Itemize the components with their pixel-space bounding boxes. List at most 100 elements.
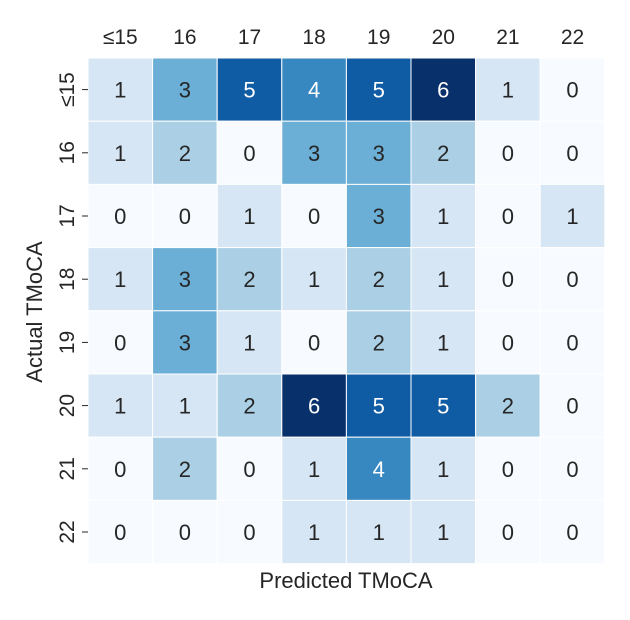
cell-value-r0-c1: 3 <box>179 78 191 103</box>
cell-value-r2-c6: 0 <box>502 204 514 229</box>
heatmap-cell-r6-c7 <box>539 436 606 501</box>
y-tick-label-0: ≤15 <box>56 72 79 107</box>
cell-value-r2-c4: 3 <box>373 204 385 229</box>
heatmap-cell-r1-c1 <box>152 120 218 185</box>
heatmap-cell-r2-c5 <box>410 183 477 249</box>
heatmap-cell-r3-c6 <box>475 247 541 312</box>
x-tick-label-0: ≤15 <box>103 26 138 49</box>
heatmap-cell-r4-c5 <box>410 310 477 375</box>
cell-value-r0-c5: 6 <box>437 78 449 103</box>
y-tick-label-1: 16 <box>56 141 79 164</box>
x-axis-label: Predicted TMoCA <box>259 568 433 593</box>
cell-value-r6-c6: 0 <box>502 457 514 482</box>
cell-value-r1-c0: 1 <box>114 141 126 166</box>
y-tick-label-4: 19 <box>56 331 79 354</box>
heatmap-cell-r3-c4 <box>345 247 412 312</box>
x-tick-label-7: 22 <box>561 26 584 49</box>
cell-value-r5-c6: 2 <box>502 394 514 419</box>
y-tick-label-6: 21 <box>56 457 79 480</box>
cell-value-r1-c3: 3 <box>308 141 320 166</box>
cell-value-r6-c4: 4 <box>373 457 385 482</box>
cell-value-r3-c0: 1 <box>114 267 126 292</box>
heatmap-cell-r2-c6 <box>475 183 541 249</box>
cell-value-r2-c0: 0 <box>114 204 126 229</box>
cell-value-r4-c3: 0 <box>308 330 320 355</box>
heatmap-cells <box>87 57 606 565</box>
cell-value-r7-c4: 1 <box>373 520 385 545</box>
cell-value-r4-c4: 2 <box>373 330 385 355</box>
x-tick-label-6: 21 <box>496 26 519 49</box>
heatmap-cell-r5-c1 <box>152 373 218 438</box>
cell-value-r1-c4: 3 <box>373 141 385 166</box>
heatmap-cell-r7-c3 <box>281 499 347 565</box>
heatmap-cell-r5-c5 <box>410 373 477 438</box>
heatmap-cell-r4-c6 <box>475 310 541 375</box>
heatmap-cell-labels: 1 3 5 4 5 6 1 0 1 2 0 3 3 2 0 0 0 0 1 0 3 1 0 1 1 3 2 1 2 1 0 0 0 3 1 0 2 1 0 0… <box>114 78 578 545</box>
cell-value-r2-c7: 1 <box>566 204 578 229</box>
cell-value-r1-c7: 0 <box>566 141 578 166</box>
heatmap-cell-r0-c0 <box>87 57 154 122</box>
cell-value-r5-c5: 5 <box>437 394 449 419</box>
cell-value-r2-c3: 0 <box>308 204 320 229</box>
cell-value-r1-c2: 0 <box>243 141 255 166</box>
cell-value-r6-c7: 0 <box>566 457 578 482</box>
cell-value-r5-c3: 6 <box>308 394 320 419</box>
cell-value-r7-c0: 0 <box>114 520 126 545</box>
heatmap-cell-r5-c4 <box>345 373 412 438</box>
heatmap-cell-r5-c2 <box>216 373 283 438</box>
cell-value-r5-c4: 5 <box>373 394 385 419</box>
heatmap-cell-r1-c5 <box>410 120 477 185</box>
heatmap-cell-r6-c1 <box>152 436 218 501</box>
cell-value-r3-c5: 1 <box>437 267 449 292</box>
heatmap-cell-r6-c0 <box>87 436 154 501</box>
heatmap-cell-r6-c2 <box>216 436 283 501</box>
heatmap-cell-r1-c3 <box>281 120 347 185</box>
cell-value-r3-c1: 3 <box>179 267 191 292</box>
heatmap-cell-r0-c7 <box>539 57 606 122</box>
heatmap-cell-r0-c3 <box>281 57 347 122</box>
heatmap-cell-r6-c4 <box>345 436 412 501</box>
y-axis-label: Actual TMoCA <box>22 241 47 383</box>
cell-value-r0-c0: 1 <box>114 78 126 103</box>
heatmap-cell-r3-c2 <box>216 247 283 312</box>
y-tick-label-7: 22 <box>56 520 79 543</box>
heatmap-cell-r2-c7 <box>539 183 606 249</box>
cell-value-r2-c2: 1 <box>243 204 255 229</box>
heatmap-cell-r3-c3 <box>281 247 347 312</box>
heatmap-cell-r1-c7 <box>539 120 606 185</box>
cell-value-r0-c6: 1 <box>502 78 514 103</box>
cell-value-r3-c6: 0 <box>502 267 514 292</box>
heatmap-cell-r6-c6 <box>475 436 541 501</box>
cell-value-r2-c5: 1 <box>437 204 449 229</box>
cell-value-r7-c5: 1 <box>437 520 449 545</box>
heatmap-cell-r2-c3 <box>281 183 347 249</box>
cell-value-r3-c7: 0 <box>566 267 578 292</box>
cell-value-r4-c2: 1 <box>243 330 255 355</box>
x-tick-label-1: 16 <box>173 26 196 49</box>
cell-value-r4-c6: 0 <box>502 330 514 355</box>
heatmap-cell-r0-c5 <box>410 57 477 122</box>
cell-value-r6-c1: 2 <box>179 457 191 482</box>
cell-value-r3-c4: 2 <box>373 267 385 292</box>
cell-value-r0-c4: 5 <box>373 78 385 103</box>
heatmap-cell-r7-c1 <box>152 499 218 565</box>
cell-value-r5-c0: 1 <box>114 394 126 419</box>
x-tick-label-3: 18 <box>302 26 325 49</box>
heatmap-cell-r0-c1 <box>152 57 218 122</box>
cell-value-r6-c0: 0 <box>114 457 126 482</box>
heatmap-cell-r6-c5 <box>410 436 477 501</box>
y-tick-label-2: 17 <box>56 204 79 227</box>
y-tick-label-3: 18 <box>56 268 79 291</box>
cell-value-r3-c3: 1 <box>308 267 320 292</box>
heatmap-cell-r7-c7 <box>539 499 606 565</box>
heatmap-cell-r7-c5 <box>410 499 477 565</box>
heatmap-cell-r2-c4 <box>345 183 412 249</box>
cell-value-r5-c7: 0 <box>566 394 578 419</box>
cell-value-r7-c3: 1 <box>308 520 320 545</box>
heatmap-cell-r7-c4 <box>345 499 412 565</box>
heatmap-cell-r0-c2 <box>216 57 283 122</box>
cell-value-r6-c5: 1 <box>437 457 449 482</box>
cell-value-r4-c7: 0 <box>566 330 578 355</box>
heatmap-cell-r2-c1 <box>152 183 218 249</box>
